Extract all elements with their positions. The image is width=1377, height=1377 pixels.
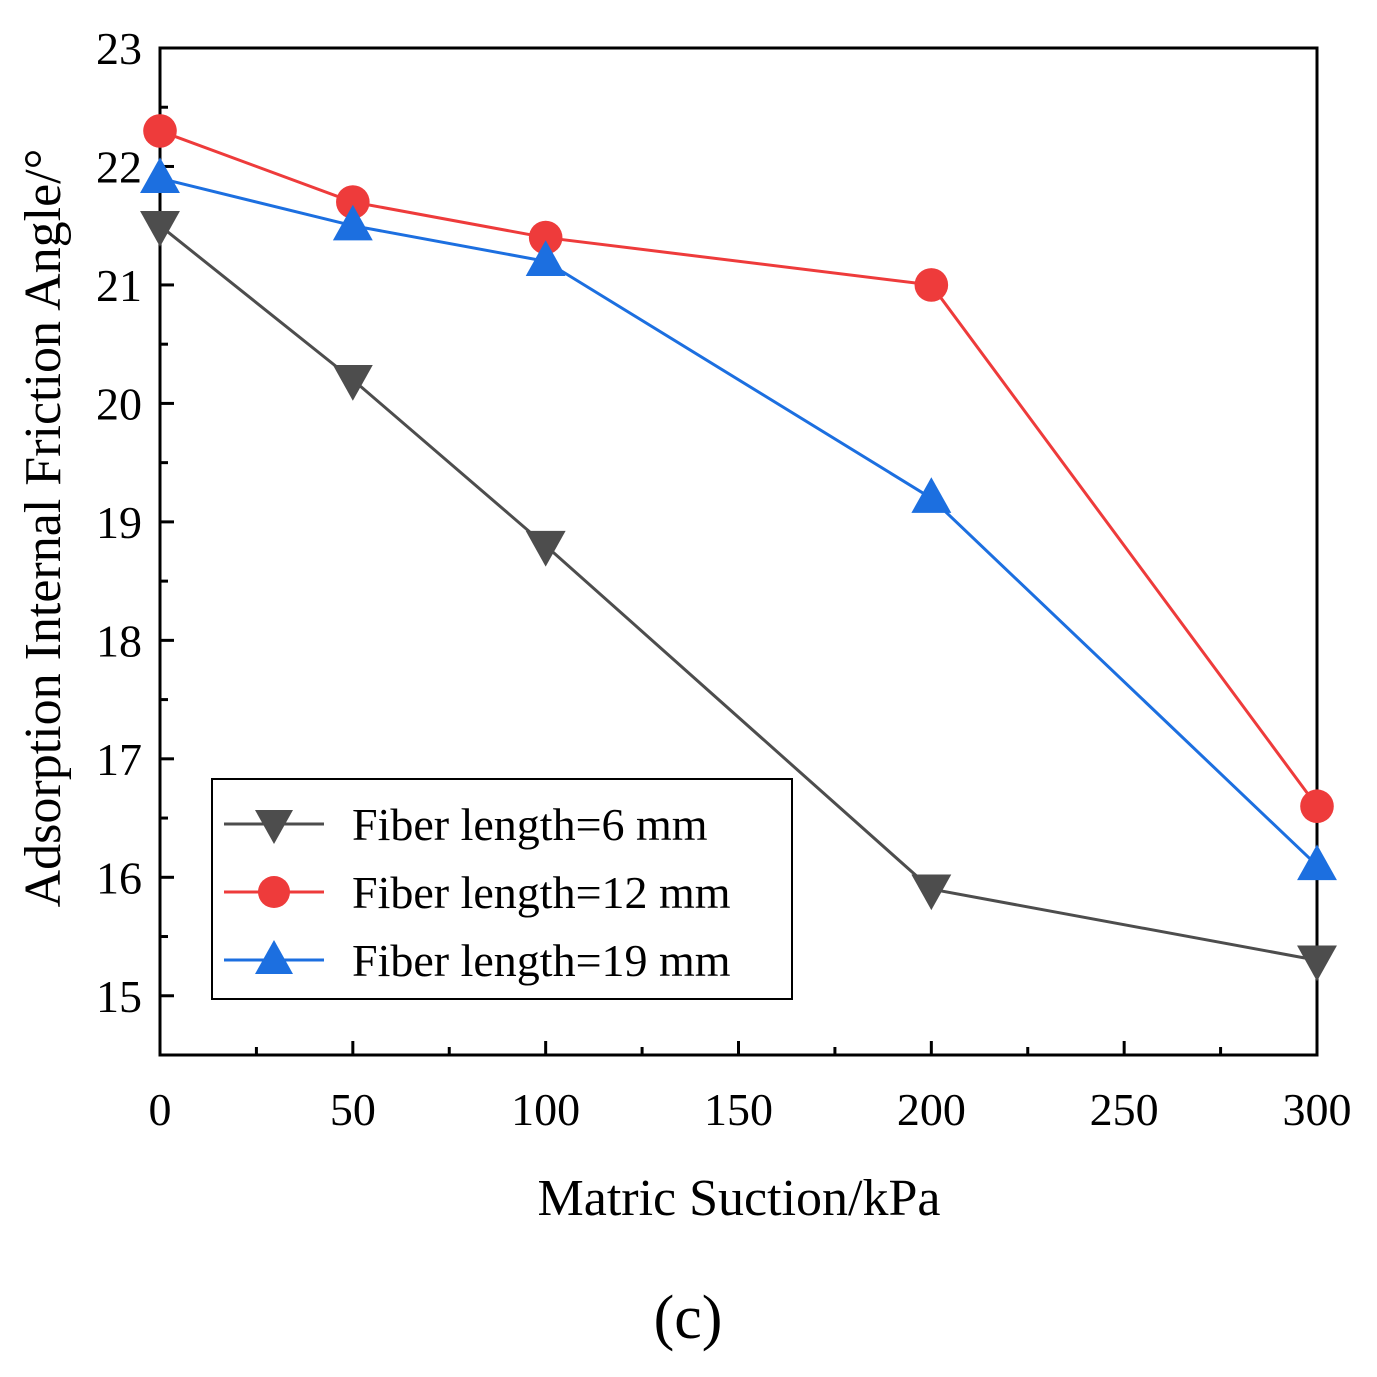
y-tick-label: 23 bbox=[96, 23, 142, 74]
y-tick-label: 20 bbox=[96, 378, 142, 429]
series-3 bbox=[140, 157, 1337, 881]
y-tick-label: 18 bbox=[96, 615, 142, 666]
data-point bbox=[332, 204, 373, 241]
data-point bbox=[528, 220, 563, 255]
data-point bbox=[1300, 789, 1334, 824]
legend-entry-2: Fiber length=12 mm bbox=[224, 867, 731, 918]
legend-entry-1: Fiber length=6 mm bbox=[224, 799, 708, 850]
x-tick-label: 150 bbox=[704, 1084, 773, 1135]
x-tick-label: 50 bbox=[330, 1084, 376, 1135]
legend: Fiber length=6 mm Fiber length=12 mm Fiber… bbox=[211, 778, 793, 1000]
y-tick-label: 17 bbox=[96, 734, 142, 785]
x-axis-title: Matric Suction/kPa bbox=[538, 1170, 941, 1227]
data-point bbox=[911, 874, 952, 911]
x-tick-label: 200 bbox=[897, 1084, 966, 1135]
series-layer bbox=[140, 114, 1337, 982]
x-tick-label: 0 bbox=[149, 1084, 172, 1135]
data-point bbox=[1297, 945, 1337, 982]
y-axis-title: Adsorption Internal Friction Angle/° bbox=[15, 149, 72, 908]
x-tick-label: 250 bbox=[1090, 1084, 1159, 1135]
series-line bbox=[159, 129, 1319, 808]
legend-marker bbox=[255, 940, 293, 974]
data-point bbox=[140, 211, 180, 247]
data-point bbox=[525, 530, 566, 567]
legend-marker bbox=[258, 876, 290, 908]
x-tick-label: 100 bbox=[511, 1084, 580, 1135]
data-point bbox=[332, 365, 373, 401]
series-2 bbox=[143, 114, 1334, 824]
x-axis: 0 50 100 150 200 250 300 bbox=[149, 1041, 1352, 1135]
data-point bbox=[525, 240, 566, 276]
legend-marker bbox=[255, 810, 293, 844]
x-tick-label: 300 bbox=[1283, 1084, 1352, 1135]
data-point bbox=[336, 185, 370, 219]
legend-entry-3: Fiber length=19 mm bbox=[224, 935, 731, 986]
series-1 bbox=[140, 211, 1337, 982]
series-line bbox=[159, 176, 1319, 867]
y-tick-label: 22 bbox=[96, 141, 142, 192]
y-tick-label: 15 bbox=[96, 971, 142, 1022]
legend-label: Fiber length=6 mm bbox=[352, 799, 708, 850]
y-axis: 15 16 17 18 19 20 21 22 23 bbox=[96, 23, 174, 1057]
data-point bbox=[914, 268, 949, 302]
y-tick-label: 19 bbox=[96, 497, 142, 548]
data-point bbox=[911, 477, 952, 513]
data-point bbox=[140, 157, 180, 194]
legend-label: Fiber length=12 mm bbox=[352, 867, 731, 918]
legend-box bbox=[211, 778, 793, 1000]
y-tick-label: 21 bbox=[96, 260, 142, 311]
panel-label: (c) bbox=[654, 1284, 723, 1352]
data-point bbox=[143, 114, 177, 148]
y-tick-label: 16 bbox=[96, 852, 142, 903]
data-point bbox=[1297, 844, 1337, 881]
legend-label: Fiber length=19 mm bbox=[352, 935, 731, 986]
